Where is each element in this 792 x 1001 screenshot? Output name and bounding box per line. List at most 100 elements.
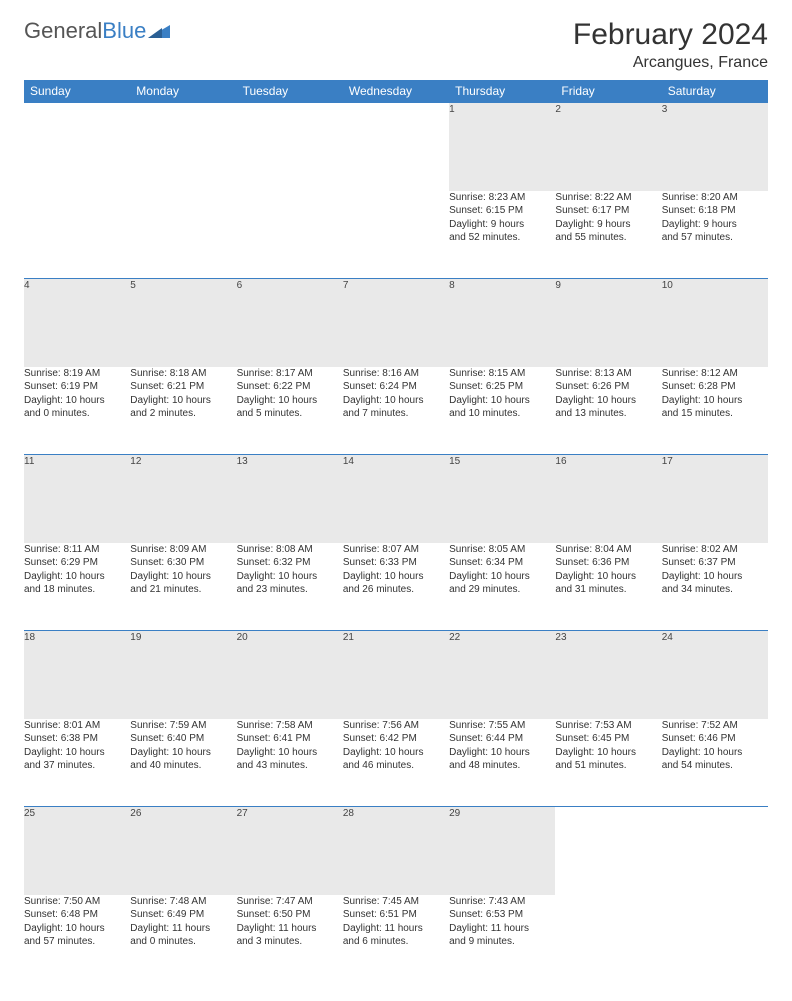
- day-number-cell: 1: [449, 103, 555, 191]
- day-d1: Daylight: 11 hours: [449, 922, 555, 936]
- day-content-cell: Sunrise: 8:13 AMSunset: 6:26 PMDaylight:…: [555, 367, 661, 455]
- day-d2: and 10 minutes.: [449, 407, 555, 421]
- logo-text-1: General: [24, 18, 102, 44]
- day-ss: Sunset: 6:33 PM: [343, 556, 449, 570]
- weekday-header: Tuesday: [237, 80, 343, 103]
- day-sr: Sunrise: 7:58 AM: [237, 719, 343, 733]
- daynum-row: 11121314151617: [24, 455, 768, 543]
- day-d2: and 7 minutes.: [343, 407, 449, 421]
- day-d2: and 26 minutes.: [343, 583, 449, 597]
- day-number-cell: 4: [24, 279, 130, 367]
- day-ss: Sunset: 6:24 PM: [343, 380, 449, 394]
- day-content-cell: Sunrise: 7:48 AMSunset: 6:49 PMDaylight:…: [130, 895, 236, 983]
- title-block: February 2024 Arcangues, France: [573, 18, 768, 72]
- daynum-row: 2526272829: [24, 807, 768, 895]
- day-d1: Daylight: 10 hours: [343, 570, 449, 584]
- day-number-cell: 11: [24, 455, 130, 543]
- weekday-header: Wednesday: [343, 80, 449, 103]
- day-sr: Sunrise: 8:11 AM: [24, 543, 130, 557]
- day-sr: Sunrise: 7:55 AM: [449, 719, 555, 733]
- day-number-cell: 5: [130, 279, 236, 367]
- day-sr: Sunrise: 7:50 AM: [24, 895, 130, 909]
- day-content-cell: Sunrise: 8:02 AMSunset: 6:37 PMDaylight:…: [662, 543, 768, 631]
- day-number-cell: 13: [237, 455, 343, 543]
- day-d1: Daylight: 10 hours: [555, 394, 661, 408]
- day-d2: and 18 minutes.: [24, 583, 130, 597]
- day-ss: Sunset: 6:40 PM: [130, 732, 236, 746]
- day-content-cell: [343, 191, 449, 279]
- day-ss: Sunset: 6:53 PM: [449, 908, 555, 922]
- day-d2: and 9 minutes.: [449, 935, 555, 949]
- day-sr: Sunrise: 7:52 AM: [662, 719, 768, 733]
- day-number-cell: 2: [555, 103, 661, 191]
- day-number-cell: 10: [662, 279, 768, 367]
- day-d1: Daylight: 11 hours: [130, 922, 236, 936]
- day-number-cell: 25: [24, 807, 130, 895]
- day-d2: and 15 minutes.: [662, 407, 768, 421]
- day-number-cell: 22: [449, 631, 555, 719]
- weekday-header: Monday: [130, 80, 236, 103]
- day-d1: Daylight: 10 hours: [24, 570, 130, 584]
- day-d2: and 34 minutes.: [662, 583, 768, 597]
- day-d1: Daylight: 10 hours: [662, 570, 768, 584]
- day-sr: Sunrise: 7:43 AM: [449, 895, 555, 909]
- day-d1: Daylight: 9 hours: [662, 218, 768, 232]
- day-d2: and 57 minutes.: [24, 935, 130, 949]
- day-number-cell: 7: [343, 279, 449, 367]
- daynum-row: 18192021222324: [24, 631, 768, 719]
- day-sr: Sunrise: 8:04 AM: [555, 543, 661, 557]
- day-ss: Sunset: 6:37 PM: [662, 556, 768, 570]
- day-d1: Daylight: 10 hours: [449, 746, 555, 760]
- day-sr: Sunrise: 8:19 AM: [24, 367, 130, 381]
- day-content-cell: Sunrise: 7:47 AMSunset: 6:50 PMDaylight:…: [237, 895, 343, 983]
- day-content-cell: Sunrise: 8:16 AMSunset: 6:24 PMDaylight:…: [343, 367, 449, 455]
- day-d1: Daylight: 10 hours: [555, 746, 661, 760]
- day-d1: Daylight: 9 hours: [555, 218, 661, 232]
- day-ss: Sunset: 6:26 PM: [555, 380, 661, 394]
- day-ss: Sunset: 6:29 PM: [24, 556, 130, 570]
- day-d1: Daylight: 11 hours: [343, 922, 449, 936]
- day-content-cell: Sunrise: 8:09 AMSunset: 6:30 PMDaylight:…: [130, 543, 236, 631]
- daynum-row: 45678910: [24, 279, 768, 367]
- day-number-cell: 12: [130, 455, 236, 543]
- day-d1: Daylight: 10 hours: [130, 746, 236, 760]
- day-number-cell: [555, 807, 661, 895]
- day-sr: Sunrise: 8:02 AM: [662, 543, 768, 557]
- day-d2: and 3 minutes.: [237, 935, 343, 949]
- content-row: Sunrise: 8:19 AMSunset: 6:19 PMDaylight:…: [24, 367, 768, 455]
- day-content-cell: Sunrise: 7:59 AMSunset: 6:40 PMDaylight:…: [130, 719, 236, 807]
- day-ss: Sunset: 6:46 PM: [662, 732, 768, 746]
- day-d1: Daylight: 10 hours: [343, 394, 449, 408]
- day-d2: and 31 minutes.: [555, 583, 661, 597]
- day-d2: and 21 minutes.: [130, 583, 236, 597]
- day-d1: Daylight: 10 hours: [237, 394, 343, 408]
- day-ss: Sunset: 6:42 PM: [343, 732, 449, 746]
- day-d1: Daylight: 10 hours: [24, 746, 130, 760]
- day-d2: and 55 minutes.: [555, 231, 661, 245]
- day-number-cell: 15: [449, 455, 555, 543]
- day-content-cell: Sunrise: 8:07 AMSunset: 6:33 PMDaylight:…: [343, 543, 449, 631]
- day-content-cell: Sunrise: 7:55 AMSunset: 6:44 PMDaylight:…: [449, 719, 555, 807]
- day-d2: and 37 minutes.: [24, 759, 130, 773]
- day-content-cell: Sunrise: 8:11 AMSunset: 6:29 PMDaylight:…: [24, 543, 130, 631]
- day-d1: Daylight: 10 hours: [130, 570, 236, 584]
- day-number-cell: [662, 807, 768, 895]
- day-sr: Sunrise: 8:20 AM: [662, 191, 768, 205]
- day-content-cell: [662, 895, 768, 983]
- day-number-cell: [343, 103, 449, 191]
- day-number-cell: 24: [662, 631, 768, 719]
- day-sr: Sunrise: 7:47 AM: [237, 895, 343, 909]
- day-sr: Sunrise: 8:17 AM: [237, 367, 343, 381]
- day-sr: Sunrise: 8:07 AM: [343, 543, 449, 557]
- day-sr: Sunrise: 7:45 AM: [343, 895, 449, 909]
- day-number-cell: [130, 103, 236, 191]
- day-d2: and 13 minutes.: [555, 407, 661, 421]
- day-sr: Sunrise: 8:15 AM: [449, 367, 555, 381]
- day-content-cell: [237, 191, 343, 279]
- day-d1: Daylight: 10 hours: [237, 746, 343, 760]
- day-ss: Sunset: 6:18 PM: [662, 204, 768, 218]
- day-number-cell: 27: [237, 807, 343, 895]
- content-row: Sunrise: 8:01 AMSunset: 6:38 PMDaylight:…: [24, 719, 768, 807]
- day-number-cell: 8: [449, 279, 555, 367]
- weekday-header: Sunday: [24, 80, 130, 103]
